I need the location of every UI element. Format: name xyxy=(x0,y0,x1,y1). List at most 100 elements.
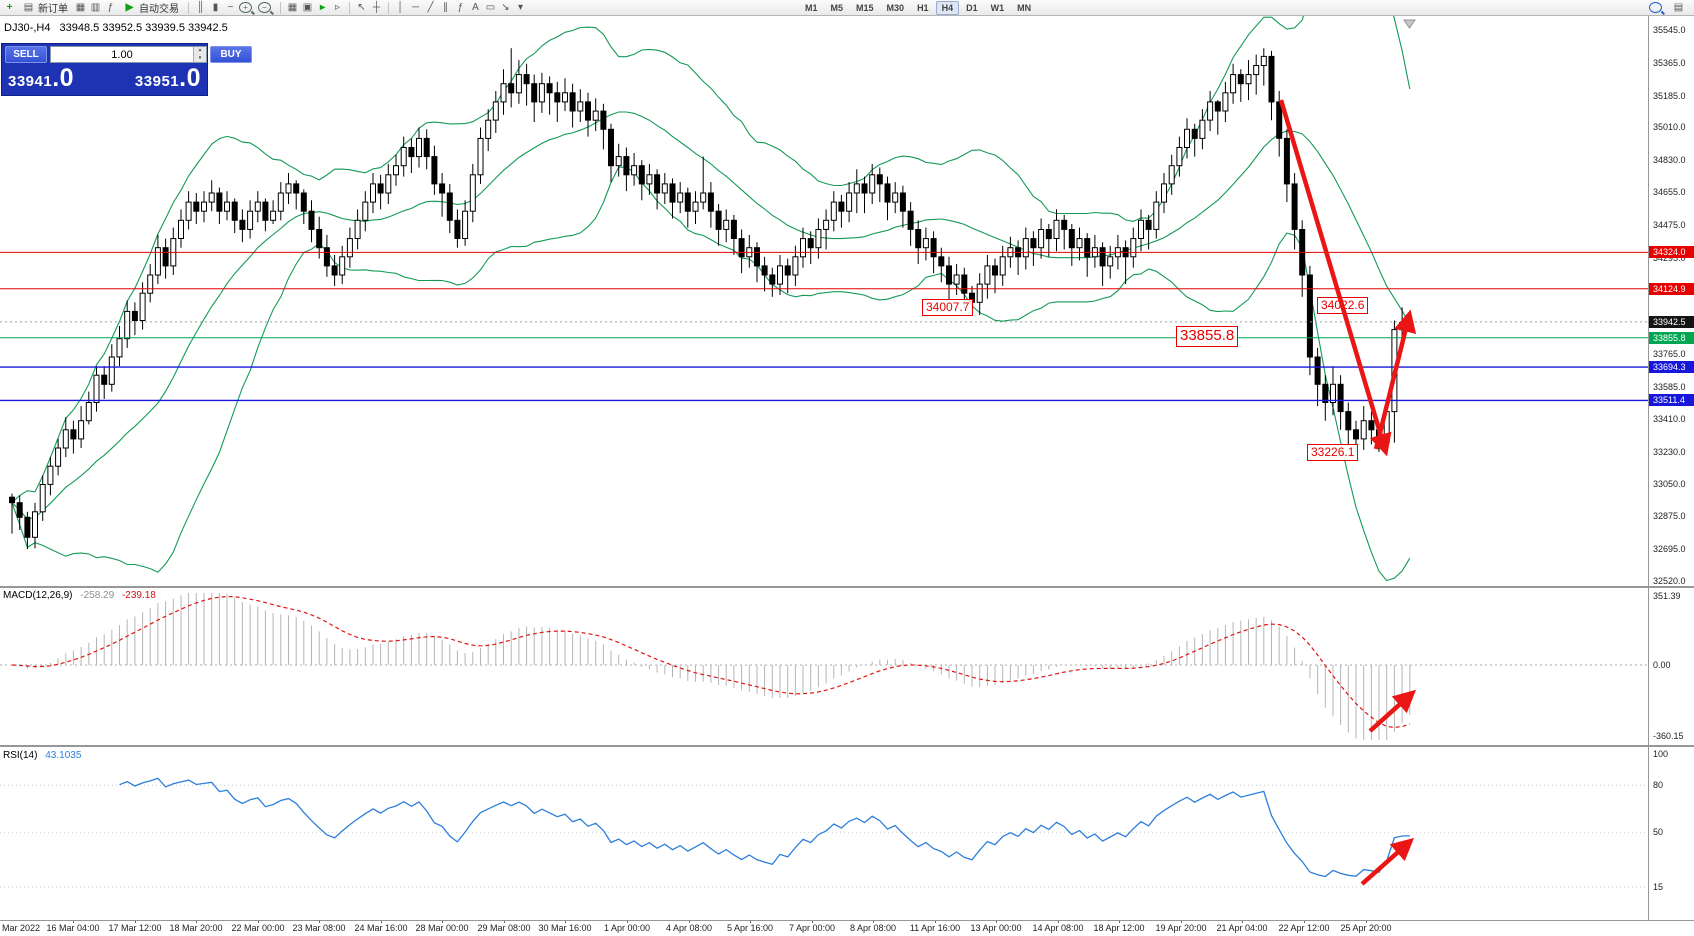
timeframe-m1-button[interactable]: M1 xyxy=(799,1,824,15)
time-axis-label: 7 Apr 00:00 xyxy=(788,923,836,933)
main-chart-canvas[interactable] xyxy=(0,16,1648,586)
crosshair-icon[interactable]: ┼ xyxy=(372,2,381,13)
text-tool-icon[interactable]: A xyxy=(472,2,479,13)
timeframe-h4-button[interactable]: H4 xyxy=(935,0,960,15)
rsi-value: 43.1035 xyxy=(45,750,82,761)
macd-signal-value: -239.18 xyxy=(121,590,156,601)
time-axis-tick xyxy=(1366,920,1367,923)
price-axis[interactable]: 35545.0 35365.0 35185.0 35010.0 34830.0 34655… xyxy=(1649,0,1694,936)
symbol-period-label: DJ30-,H4 xyxy=(4,22,51,34)
time-axis-label: 5 Apr 16:00 xyxy=(726,923,774,933)
volume-down-button[interactable]: ▾ xyxy=(194,54,206,62)
time-axis-label: 14 Apr 08:00 xyxy=(1032,923,1084,933)
price-callout[interactable]: 34022.6 xyxy=(1317,297,1369,314)
arrows-tool-icon[interactable]: ↘ xyxy=(501,2,510,13)
auto-scroll-icon[interactable]: ▸ xyxy=(319,2,326,13)
price-axis-label: 34295.0 xyxy=(1653,253,1686,263)
data-window-icon[interactable]: ▤ xyxy=(1673,2,1684,13)
line-chart-icon[interactable]: ~ xyxy=(227,2,234,13)
new-order-icon: ▤ xyxy=(23,2,34,13)
time-axis-tick xyxy=(750,920,751,923)
toolbar: + ▤ 新订单 ▦ ▥ ƒ ▶ 自动交易 ║ ▮ ~ + − ▦ ▣ ▸ ▹ ↖… xyxy=(0,0,1694,16)
bar-chart-icon[interactable]: ║ xyxy=(196,2,205,13)
price-axis-marker: 34124.9 xyxy=(1649,283,1694,295)
macd-axis-label: 351.39 xyxy=(1653,591,1681,601)
time-axis-label: 23 Mar 08:00 xyxy=(292,923,346,933)
panel-splitter[interactable] xyxy=(0,745,1694,747)
macd-axis-label: -360.15 xyxy=(1653,731,1684,741)
play-icon: ▶ xyxy=(125,2,134,13)
timeframe-m15-button[interactable]: M15 xyxy=(850,1,880,15)
volume-spinner: ▴ ▾ xyxy=(193,47,206,62)
time-axis-tick xyxy=(873,920,874,923)
sell-button[interactable]: SELL xyxy=(5,46,47,63)
toolbar-right-group: ▤ xyxy=(1649,1,1691,14)
new-order-button[interactable]: ▤ 新订单 xyxy=(18,1,72,15)
new-chart-icon[interactable]: + xyxy=(6,2,13,13)
time-axis-tick xyxy=(935,920,936,923)
time-axis-label: 22 Apr 12:00 xyxy=(1278,923,1330,933)
time-axis-tick xyxy=(812,920,813,923)
timeframe-d1-button[interactable]: D1 xyxy=(960,1,984,15)
macd-name: MACD(12,26,9) xyxy=(3,590,73,601)
text-label-icon[interactable]: ▭ xyxy=(485,2,496,13)
price-axis-label: 33765.0 xyxy=(1653,349,1686,359)
profiles-icon[interactable]: ▥ xyxy=(90,2,101,13)
price-axis-label: 35185.0 xyxy=(1653,91,1686,101)
symbol-search-icon[interactable] xyxy=(1649,2,1662,13)
trendline-icon[interactable]: ╱ xyxy=(427,2,434,13)
auto-trading-button[interactable]: ▶ 自动交易 xyxy=(119,1,183,15)
cursor-icon[interactable]: ↖ xyxy=(357,2,366,13)
zoom-in-icon[interactable]: + xyxy=(239,2,252,13)
price-axis-marker: 33855.8 xyxy=(1649,332,1694,344)
panel-splitter[interactable] xyxy=(0,586,1694,588)
time-axis[interactable]: Mar 2022 16 Mar 04:00 17 Mar 12:00 18 Mar 2… xyxy=(0,920,1648,936)
time-axis-label: 28 Mar 00:00 xyxy=(415,923,469,933)
time-axis-label: 29 Mar 08:00 xyxy=(477,923,531,933)
rsi-canvas[interactable] xyxy=(0,748,1648,920)
cascade-windows-icon[interactable]: ▣ xyxy=(302,2,313,13)
timeframe-h1-button[interactable]: H1 xyxy=(911,1,935,15)
indicators-icon[interactable]: ƒ xyxy=(107,2,114,13)
timeframe-m5-button[interactable]: M5 xyxy=(825,1,850,15)
timeframe-m30-button[interactable]: M30 xyxy=(881,1,911,15)
fibonacci-icon[interactable]: ƒ xyxy=(457,2,464,13)
price-axis-label: 33410.0 xyxy=(1653,414,1686,424)
chart-windows-icon[interactable]: ▦ xyxy=(75,2,86,13)
price-callout[interactable]: 33855.8 xyxy=(1176,326,1239,347)
time-axis-tick xyxy=(196,920,197,923)
symbol-header: DJ30-,H4 33948.5 33952.5 33939.5 33942.5 xyxy=(4,22,228,34)
time-axis-tick xyxy=(504,920,505,923)
price-axis-marker: 33694.3 xyxy=(1649,361,1694,373)
candlestick-chart-icon[interactable]: ▮ xyxy=(212,2,219,13)
auto-trading-label: 自动交易 xyxy=(139,4,179,15)
time-axis-label: 1 Apr 00:00 xyxy=(603,923,651,933)
macd-canvas[interactable] xyxy=(0,589,1648,744)
time-axis-tick xyxy=(381,920,382,923)
time-axis-label: 30 Mar 16:00 xyxy=(538,923,592,933)
time-axis-tick xyxy=(689,920,690,923)
price-callout[interactable]: 33226.1 xyxy=(1307,444,1359,461)
volume-field: ▴ ▾ xyxy=(50,46,207,63)
vertical-line-icon[interactable]: │ xyxy=(397,2,404,13)
timeframe-mn-button[interactable]: MN xyxy=(1011,1,1037,15)
chart-shift-icon[interactable]: ▹ xyxy=(334,2,341,13)
volume-input[interactable] xyxy=(51,47,193,62)
macd-axis-label: 0.00 xyxy=(1653,660,1671,670)
horizontal-line-icon[interactable]: ─ xyxy=(411,2,420,13)
channel-icon[interactable]: ∥ xyxy=(443,2,448,13)
time-axis-label: 18 Mar 20:00 xyxy=(169,923,223,933)
time-axis-label: 25 Apr 20:00 xyxy=(1340,923,1392,933)
volume-up-button[interactable]: ▴ xyxy=(194,47,206,55)
price-axis-label: 34830.0 xyxy=(1653,155,1686,165)
price-callout[interactable]: 34007.7 xyxy=(922,299,974,316)
tile-windows-icon[interactable]: ▦ xyxy=(287,2,298,13)
price-axis-label: 32520.0 xyxy=(1653,576,1686,586)
timeframe-w1-button[interactable]: W1 xyxy=(985,1,1011,15)
buy-button[interactable]: BUY xyxy=(210,46,252,63)
arrows-dropdown-icon[interactable]: ▾ xyxy=(517,2,524,13)
zoom-out-icon[interactable]: − xyxy=(258,2,271,13)
sell-price: 33941.0 xyxy=(8,64,75,92)
rsi-axis-label: 80 xyxy=(1653,780,1664,790)
